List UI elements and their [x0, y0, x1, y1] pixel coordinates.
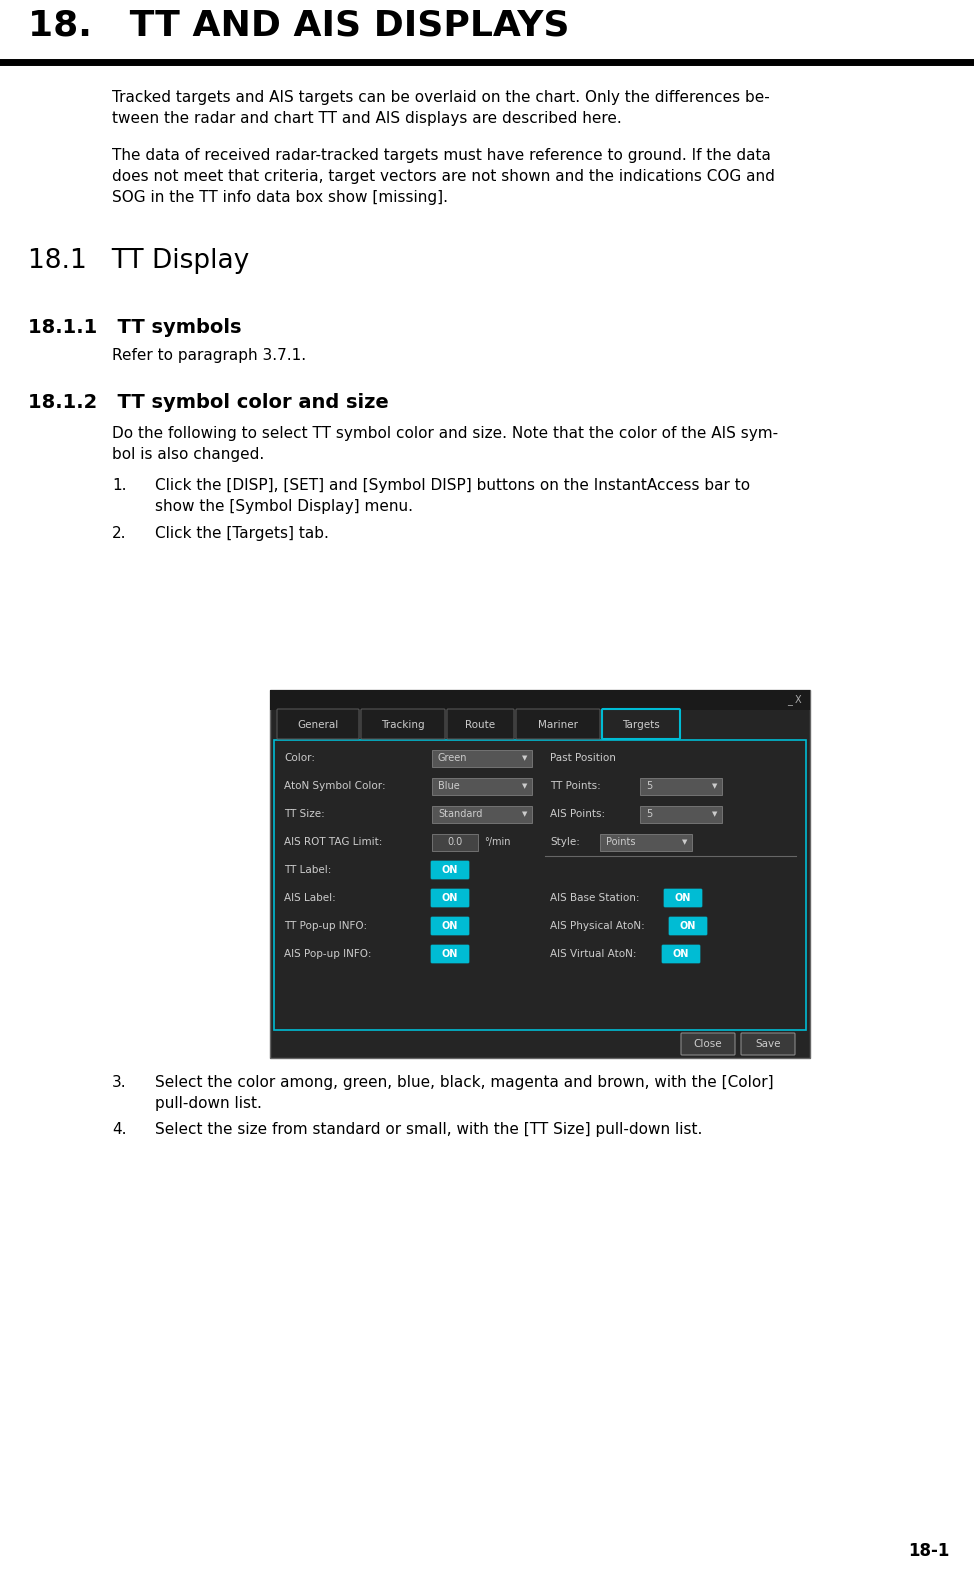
FancyBboxPatch shape [681, 1033, 735, 1055]
Text: Click the [DISP], [SET] and [Symbol DISP] buttons on the InstantAccess bar to
sh: Click the [DISP], [SET] and [Symbol DISP… [155, 478, 750, 514]
Text: Targets: Targets [622, 720, 659, 729]
Text: TT Pop-up INFO:: TT Pop-up INFO: [284, 921, 367, 930]
Text: ▼: ▼ [682, 838, 688, 845]
Text: 18.   TT AND AIS DISPLAYS: 18. TT AND AIS DISPLAYS [28, 8, 570, 43]
FancyBboxPatch shape [662, 944, 700, 963]
Text: AIS Physical AtoN:: AIS Physical AtoN: [550, 921, 645, 930]
Text: Refer to paragraph 3.7.1.: Refer to paragraph 3.7.1. [112, 348, 306, 362]
Text: AIS Base Station:: AIS Base Station: [550, 892, 640, 903]
Text: ▼: ▼ [712, 812, 718, 816]
Text: Click the [Targets] tab.: Click the [Targets] tab. [155, 525, 329, 541]
Text: General: General [297, 720, 339, 729]
Text: _ X: _ X [787, 694, 802, 706]
FancyBboxPatch shape [431, 944, 469, 963]
Text: AIS Pop-up INFO:: AIS Pop-up INFO: [284, 949, 371, 959]
Text: 18-1: 18-1 [909, 1542, 950, 1560]
Text: 3.: 3. [112, 1076, 127, 1090]
Text: ▼: ▼ [522, 755, 527, 761]
Text: ON: ON [442, 921, 458, 930]
Text: Select the color among, green, blue, black, magenta and brown, with the [Color]
: Select the color among, green, blue, bla… [155, 1076, 773, 1111]
FancyBboxPatch shape [270, 690, 810, 1058]
Text: ON: ON [442, 865, 458, 875]
Text: Close: Close [693, 1039, 723, 1049]
FancyBboxPatch shape [431, 918, 469, 935]
FancyBboxPatch shape [516, 709, 600, 739]
Text: Tracking: Tracking [381, 720, 425, 729]
FancyBboxPatch shape [361, 709, 445, 739]
Text: TT Size:: TT Size: [284, 808, 324, 819]
FancyBboxPatch shape [741, 1033, 795, 1055]
Text: ON: ON [442, 949, 458, 959]
Text: 2.: 2. [112, 525, 127, 541]
Text: AtoN Symbol Color:: AtoN Symbol Color: [284, 782, 386, 791]
Text: 18.1   TT Display: 18.1 TT Display [28, 248, 249, 274]
FancyBboxPatch shape [431, 861, 469, 880]
Text: AIS Label:: AIS Label: [284, 892, 336, 903]
FancyBboxPatch shape [600, 834, 692, 851]
Text: AIS Points:: AIS Points: [550, 808, 605, 819]
FancyBboxPatch shape [277, 709, 359, 739]
FancyBboxPatch shape [270, 690, 810, 710]
Text: °/min: °/min [484, 837, 510, 846]
FancyBboxPatch shape [669, 918, 707, 935]
Text: ▼: ▼ [522, 812, 527, 816]
Text: Route: Route [466, 720, 496, 729]
Text: 18.1.2   TT symbol color and size: 18.1.2 TT symbol color and size [28, 392, 389, 411]
Text: TT Label:: TT Label: [284, 865, 331, 875]
Text: 4.: 4. [112, 1122, 127, 1137]
FancyBboxPatch shape [432, 805, 532, 823]
Text: Save: Save [755, 1039, 781, 1049]
Text: Blue: Blue [438, 782, 460, 791]
FancyBboxPatch shape [640, 805, 722, 823]
Text: 5: 5 [646, 808, 653, 819]
Text: Do the following to select TT symbol color and size. Note that the color of the : Do the following to select TT symbol col… [112, 426, 778, 462]
Text: Style:: Style: [550, 837, 580, 846]
Text: ON: ON [673, 949, 690, 959]
Text: 18.1.1   TT symbols: 18.1.1 TT symbols [28, 318, 242, 337]
FancyBboxPatch shape [431, 889, 469, 906]
FancyBboxPatch shape [432, 777, 532, 794]
Text: The data of received radar-tracked targets must have reference to ground. If the: The data of received radar-tracked targe… [112, 149, 775, 206]
Text: Select the size from standard or small, with the [TT Size] pull-down list.: Select the size from standard or small, … [155, 1122, 702, 1137]
Text: AIS ROT TAG Limit:: AIS ROT TAG Limit: [284, 837, 383, 846]
Text: ON: ON [675, 892, 692, 903]
Text: 0.0: 0.0 [447, 837, 463, 846]
Text: ON: ON [680, 921, 696, 930]
Text: Color:: Color: [284, 753, 315, 763]
Text: Points: Points [606, 837, 635, 846]
Text: 5: 5 [646, 782, 653, 791]
Text: AIS Virtual AtoN:: AIS Virtual AtoN: [550, 949, 636, 959]
FancyBboxPatch shape [664, 889, 702, 906]
FancyBboxPatch shape [447, 709, 514, 739]
Text: ON: ON [442, 892, 458, 903]
Text: ▼: ▼ [522, 783, 527, 789]
Text: Green: Green [438, 753, 468, 763]
Text: Tracked targets and AIS targets can be overlaid on the chart. Only the differenc: Tracked targets and AIS targets can be o… [112, 90, 769, 127]
Text: Past Position: Past Position [550, 753, 616, 763]
FancyBboxPatch shape [432, 834, 478, 851]
Text: TT Points:: TT Points: [550, 782, 601, 791]
Text: Standard: Standard [438, 808, 482, 819]
FancyBboxPatch shape [602, 709, 680, 739]
FancyBboxPatch shape [432, 750, 532, 767]
Text: Mariner: Mariner [538, 720, 578, 729]
Text: ▼: ▼ [712, 783, 718, 789]
Text: 1.: 1. [112, 478, 127, 494]
FancyBboxPatch shape [640, 777, 722, 794]
